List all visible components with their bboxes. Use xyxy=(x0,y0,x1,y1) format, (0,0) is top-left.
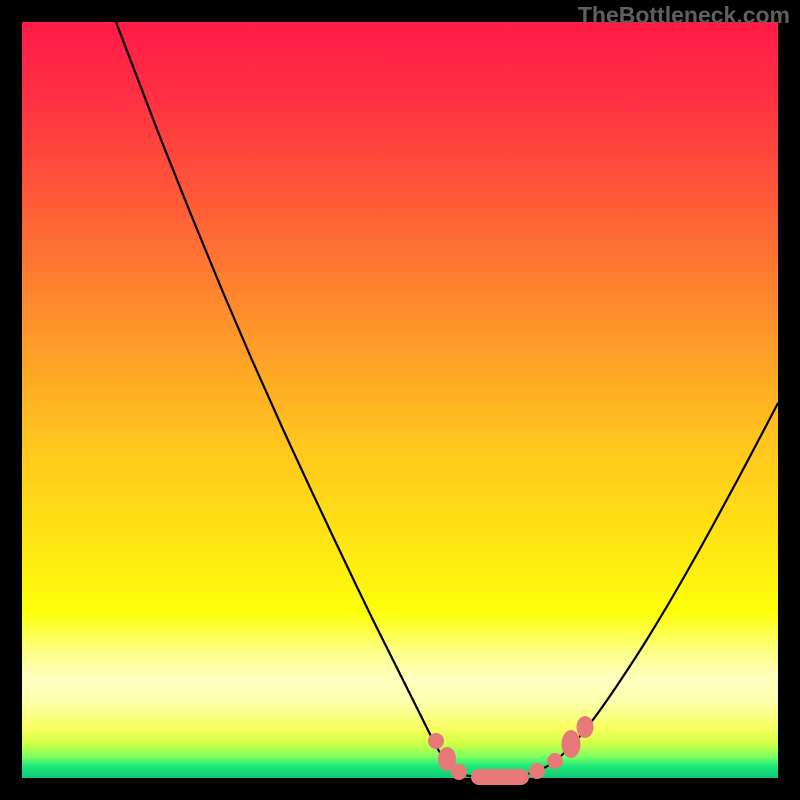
watermark-label: TheBottleneck.com xyxy=(578,2,790,29)
curve-marker xyxy=(547,753,563,769)
plot-area xyxy=(22,22,778,778)
curve-marker xyxy=(577,716,594,738)
curve-marker xyxy=(529,763,545,779)
curve-marker xyxy=(471,769,529,785)
curve-marker xyxy=(562,730,581,758)
curve-marker xyxy=(451,764,467,780)
bottleneck-chart xyxy=(0,0,800,800)
curve-marker xyxy=(428,733,444,749)
chart-frame: TheBottleneck.com xyxy=(0,0,800,800)
